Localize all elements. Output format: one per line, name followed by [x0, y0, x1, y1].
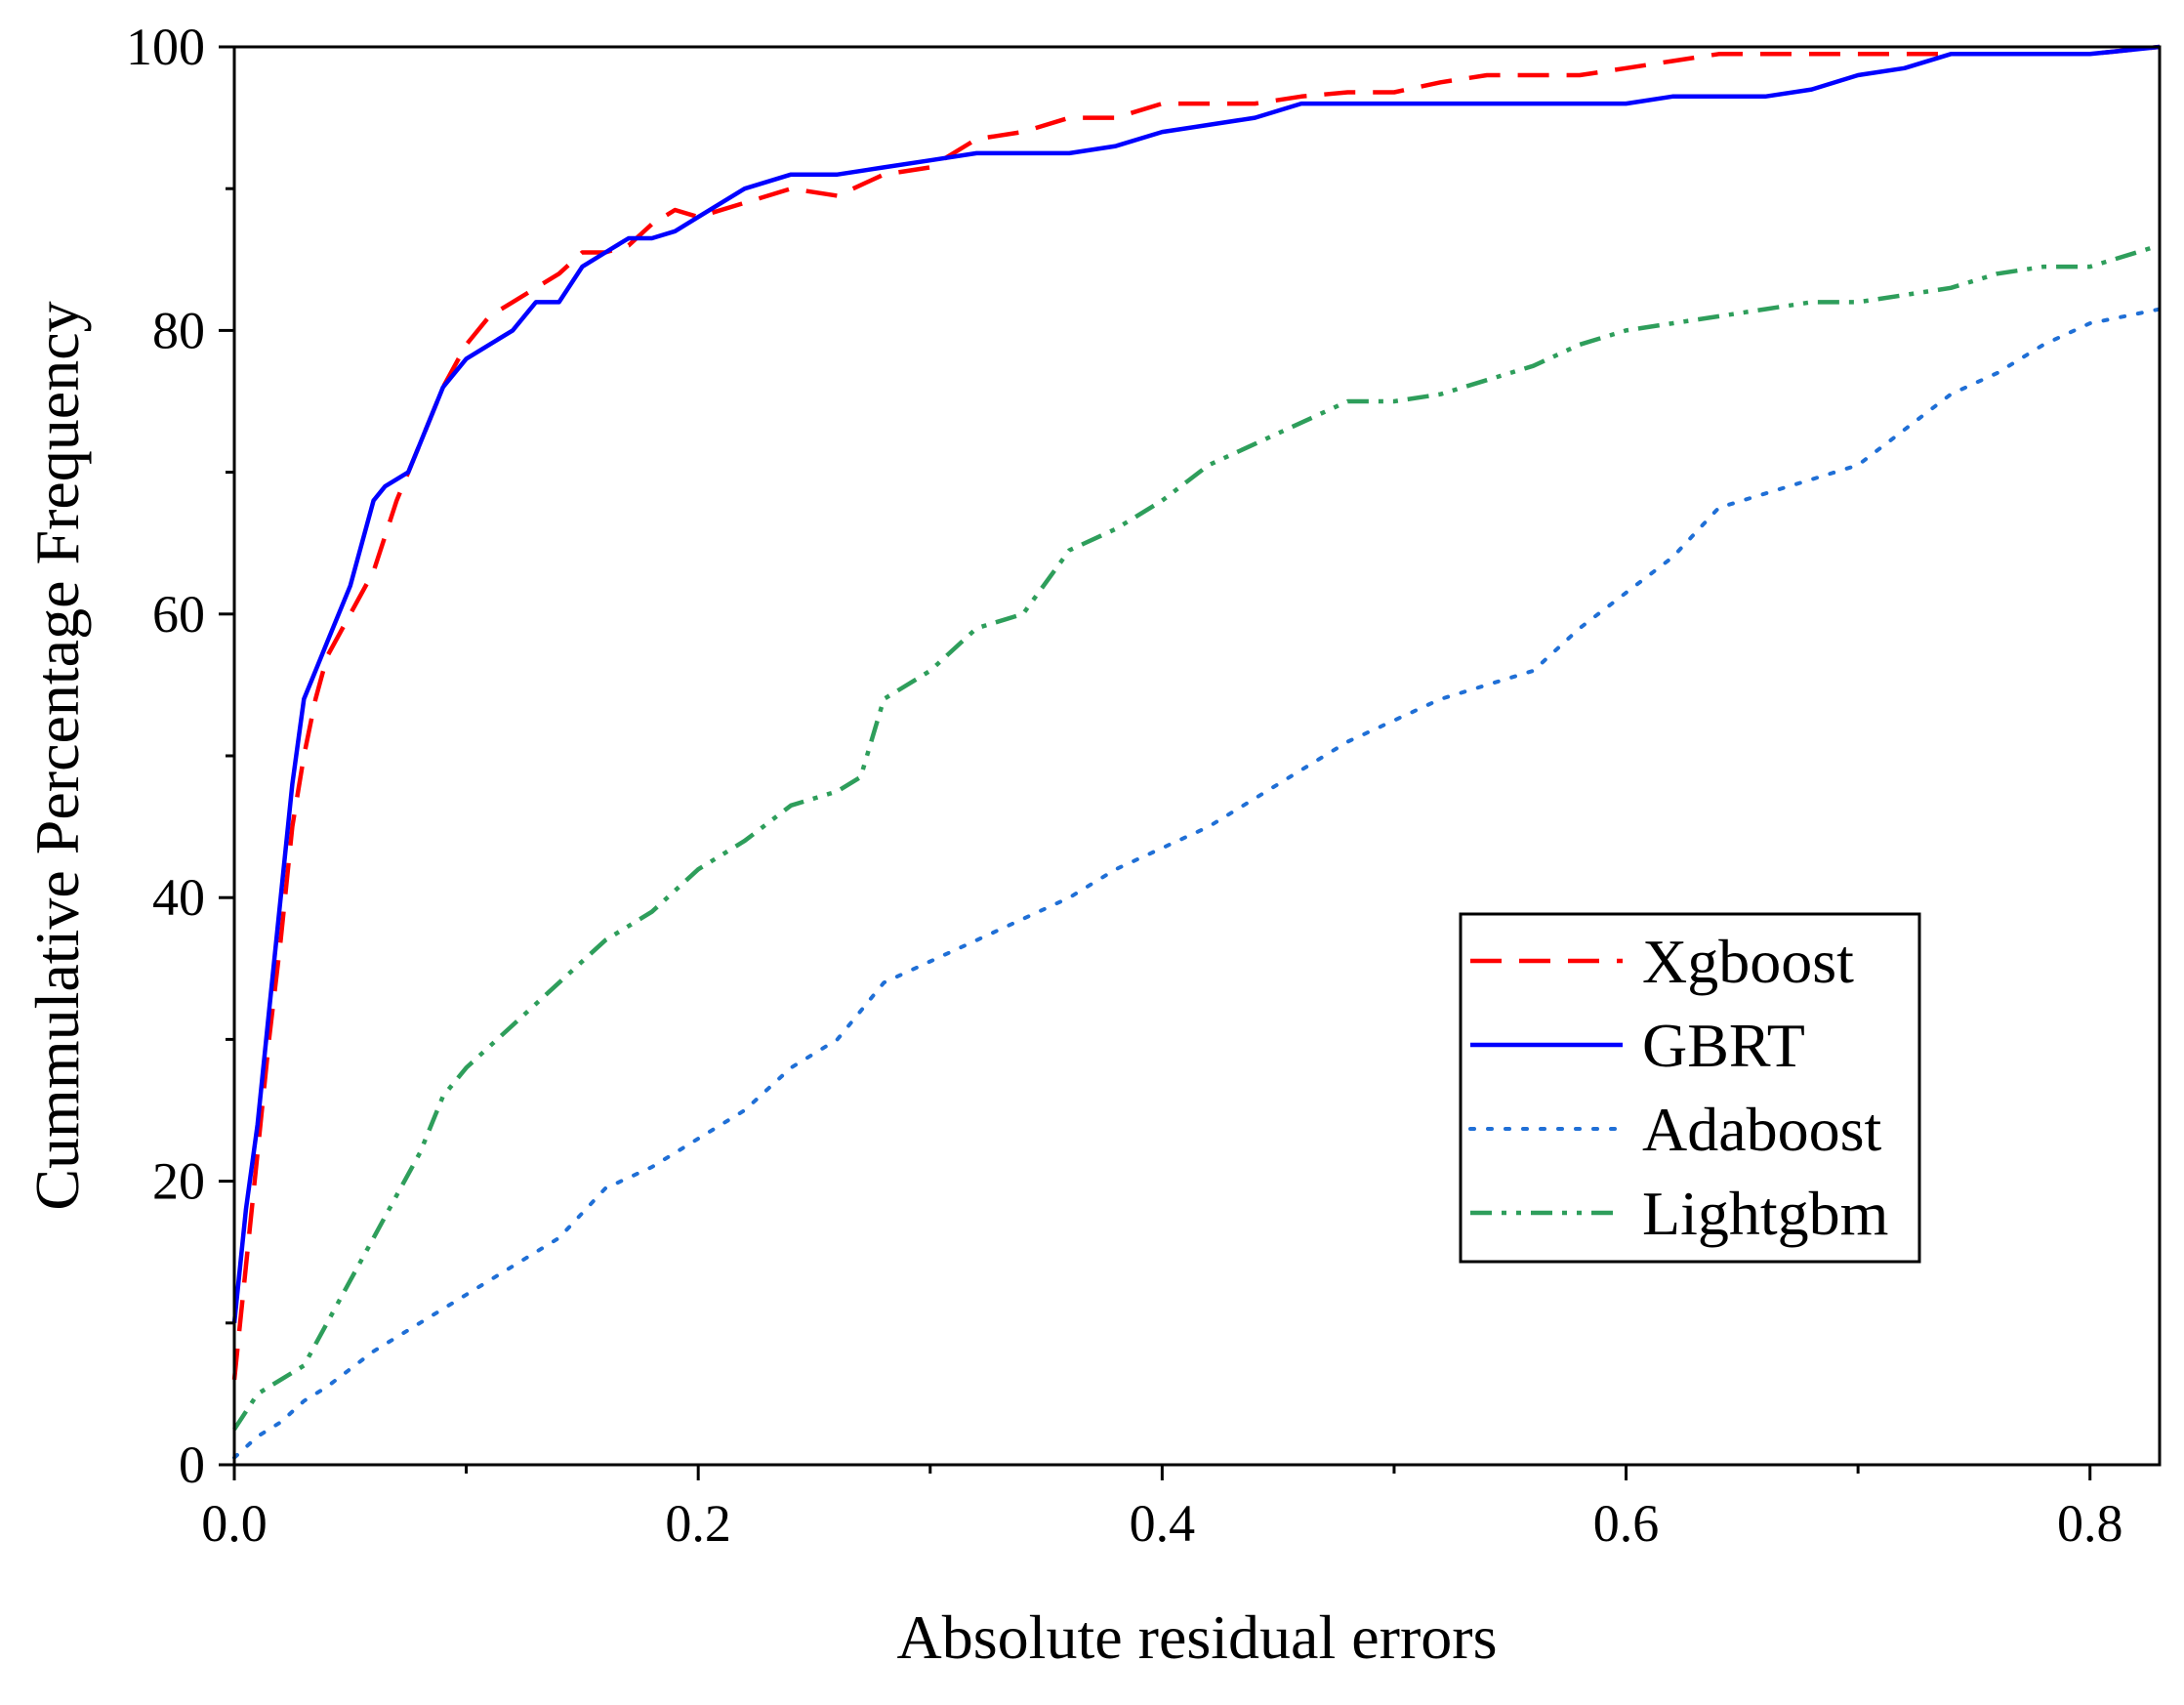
y-tick-label: 100: [126, 18, 205, 76]
x-axis-title: Absolute residual errors: [897, 1602, 1498, 1672]
y-axis-ticks: 0 20 40 60 80 100: [126, 18, 234, 1494]
legend-label-lightgbm: Lightgbm: [1642, 1179, 1888, 1248]
x-tick-label: 0.4: [1130, 1494, 1196, 1553]
y-tick-label: 40: [152, 868, 205, 927]
x-tick-label: 0.8: [2057, 1494, 2123, 1553]
y-tick-label: 80: [152, 301, 205, 359]
series-line-lightgbm: [232, 243, 2161, 1431]
legend-label-adaboost: Adaboost: [1642, 1095, 1882, 1164]
y-tick-label: 60: [152, 585, 205, 644]
series-line-gbrt: [231, 44, 2161, 1324]
legend-label-xgboost: Xgboost: [1642, 927, 1854, 996]
legend-label-gbrt: GBRT: [1642, 1011, 1805, 1080]
y-tick-label: 0: [179, 1435, 205, 1494]
y-tick-label: 20: [152, 1152, 205, 1211]
legend-box: [1459, 912, 1921, 1264]
x-axis-ticks: 0.0 0.2 0.4 0.6 0.8: [201, 1465, 2122, 1553]
series-line-adaboost: [232, 307, 2162, 1460]
x-tick-label: 0.0: [201, 1494, 268, 1553]
plot-lines: [231, 44, 2162, 1460]
legend: Xgboost GBRT Adaboost Lightgbm: [1459, 912, 1921, 1264]
series-line-xgboost: [231, 44, 2161, 1381]
y-axis-title: Cummulative Percentage Frequency: [22, 301, 92, 1210]
x-tick-label: 0.2: [665, 1494, 731, 1553]
x-tick-label: 0.6: [1593, 1494, 1660, 1553]
